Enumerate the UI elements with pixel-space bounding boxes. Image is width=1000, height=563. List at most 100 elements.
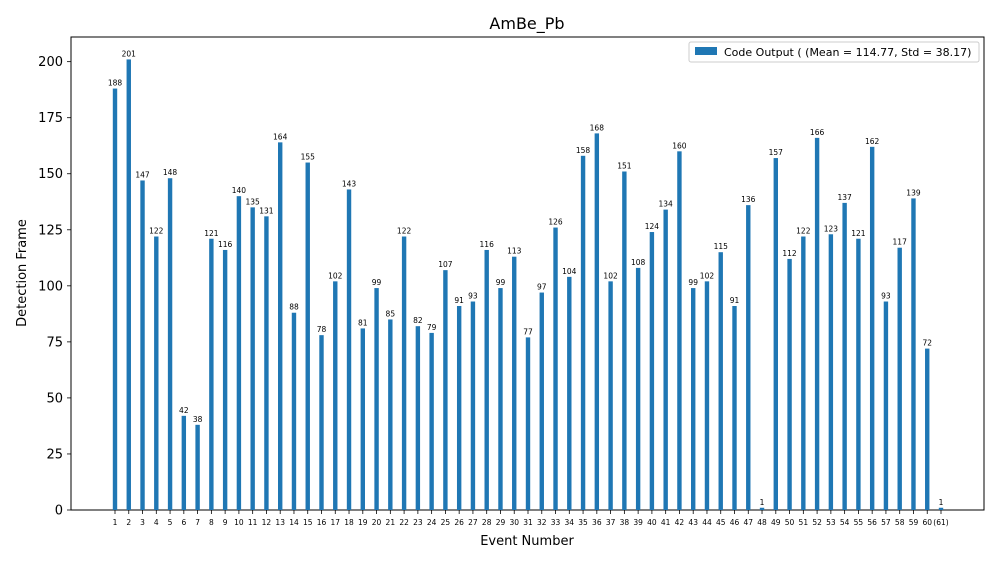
x-tick-label-34: 34 bbox=[565, 518, 575, 527]
y-axis-label: Detection Frame bbox=[15, 219, 30, 327]
bar-23 bbox=[415, 326, 421, 510]
x-tick-label-40: 40 bbox=[647, 518, 657, 527]
bar-36 bbox=[594, 133, 600, 510]
value-label-16: 78 bbox=[317, 325, 327, 334]
x-tick-label-4: 4 bbox=[154, 518, 159, 527]
bar-30 bbox=[512, 256, 517, 510]
y-tick-label-75: 75 bbox=[46, 335, 63, 350]
bar-53 bbox=[828, 234, 834, 510]
value-label-41: 134 bbox=[659, 200, 674, 209]
value-label-43: 99 bbox=[688, 278, 698, 287]
bar-35 bbox=[580, 155, 586, 510]
bar-50 bbox=[787, 258, 792, 510]
value-label-1: 188 bbox=[108, 79, 123, 88]
bar-7 bbox=[195, 424, 200, 510]
y-tick-label-50: 50 bbox=[46, 391, 63, 406]
value-label-42: 160 bbox=[672, 141, 687, 150]
x-tick-label-10: 10 bbox=[234, 518, 244, 527]
value-label-6: 42 bbox=[179, 406, 189, 415]
value-label-9: 116 bbox=[218, 240, 233, 249]
value-label-25: 107 bbox=[438, 260, 453, 269]
chart-title: AmBe_Pb bbox=[489, 14, 564, 34]
bar-26 bbox=[456, 306, 462, 510]
x-axis-label: Event Number bbox=[480, 534, 574, 549]
x-tick-label-15: 15 bbox=[303, 518, 313, 527]
x-tick-label-13: 13 bbox=[275, 518, 285, 527]
bar-45 bbox=[718, 252, 723, 510]
bar-1 bbox=[112, 88, 118, 510]
x-tick-label-53: 53 bbox=[826, 518, 836, 527]
value-label-45: 115 bbox=[714, 242, 729, 251]
value-label-49: 157 bbox=[769, 148, 784, 157]
bar-5 bbox=[167, 178, 173, 511]
x-tick-label-3: 3 bbox=[140, 518, 145, 527]
x-tick-label-46: 46 bbox=[730, 518, 740, 527]
bar-12 bbox=[264, 216, 269, 510]
x-tick-label-32: 32 bbox=[537, 518, 547, 527]
value-label-59: 139 bbox=[906, 188, 921, 197]
bar-60 bbox=[925, 348, 930, 510]
legend-swatch bbox=[695, 47, 717, 55]
value-label-60: 72 bbox=[922, 339, 932, 348]
bar-31 bbox=[525, 337, 531, 510]
value-label-14: 88 bbox=[289, 303, 299, 312]
value-label-2: 201 bbox=[122, 49, 137, 58]
value-label-13: 164 bbox=[273, 132, 288, 141]
bar-(61) bbox=[938, 507, 944, 510]
x-tick-label-17: 17 bbox=[330, 518, 340, 527]
value-label-27: 93 bbox=[468, 292, 478, 301]
bar-6 bbox=[181, 415, 187, 510]
x-tick-label-9: 9 bbox=[223, 518, 228, 527]
x-tick-label-25: 25 bbox=[441, 518, 451, 527]
bars-group bbox=[112, 59, 944, 511]
value-label-15: 155 bbox=[301, 153, 316, 162]
x-tick-label-28: 28 bbox=[482, 518, 492, 527]
value-label-24: 79 bbox=[427, 323, 437, 332]
bar-21 bbox=[388, 319, 393, 510]
bar-49 bbox=[773, 158, 778, 511]
legend-entry: Code Output ( (Mean = 114.77, Std = 38.1… bbox=[724, 46, 971, 59]
bar-43 bbox=[691, 288, 696, 510]
value-label-37: 102 bbox=[603, 271, 618, 280]
x-tick-label-21: 21 bbox=[386, 518, 396, 527]
value-label-17: 102 bbox=[328, 271, 343, 280]
value-label-44: 102 bbox=[700, 271, 715, 280]
value-label-5: 148 bbox=[163, 168, 178, 177]
value-label-36: 168 bbox=[590, 123, 605, 132]
value-label-8: 121 bbox=[204, 229, 219, 238]
bar-40 bbox=[649, 232, 655, 510]
bar-47 bbox=[746, 205, 751, 510]
x-tick-label-56: 56 bbox=[867, 518, 877, 527]
bar-19 bbox=[360, 328, 365, 510]
y-axis: 0 25 50 75 100 125 150 175 200 bbox=[38, 55, 71, 519]
x-tick-label-33: 33 bbox=[551, 518, 561, 527]
value-label-22: 122 bbox=[397, 227, 412, 236]
bar-4 bbox=[154, 236, 159, 510]
x-tick-label-12: 12 bbox=[262, 518, 272, 527]
value-label-4: 122 bbox=[149, 227, 164, 236]
value-label-39: 108 bbox=[631, 258, 646, 267]
x-tick-label-58: 58 bbox=[895, 518, 905, 527]
bar-17 bbox=[333, 281, 338, 510]
value-label-26: 91 bbox=[454, 296, 464, 305]
y-tick-label-100: 100 bbox=[38, 279, 63, 294]
bar-11 bbox=[250, 207, 255, 510]
x-tick-label-6: 6 bbox=[181, 518, 186, 527]
x-tick-label-54: 54 bbox=[840, 518, 850, 527]
bar-15 bbox=[305, 162, 310, 511]
bar-55 bbox=[856, 238, 861, 510]
x-tick-label-49: 49 bbox=[771, 518, 781, 527]
bar-24 bbox=[429, 332, 434, 510]
bar-54 bbox=[842, 202, 847, 510]
bar-27 bbox=[470, 301, 476, 510]
x-tick-label-16: 16 bbox=[317, 518, 327, 527]
bar-57 bbox=[883, 301, 889, 510]
bar-18 bbox=[346, 189, 352, 510]
bar-39 bbox=[635, 267, 641, 510]
bar-42 bbox=[677, 151, 682, 510]
bar-28 bbox=[484, 249, 489, 510]
x-tick-label-27: 27 bbox=[468, 518, 478, 527]
x-tick-label-18: 18 bbox=[344, 518, 354, 527]
value-label-21: 85 bbox=[386, 309, 396, 318]
